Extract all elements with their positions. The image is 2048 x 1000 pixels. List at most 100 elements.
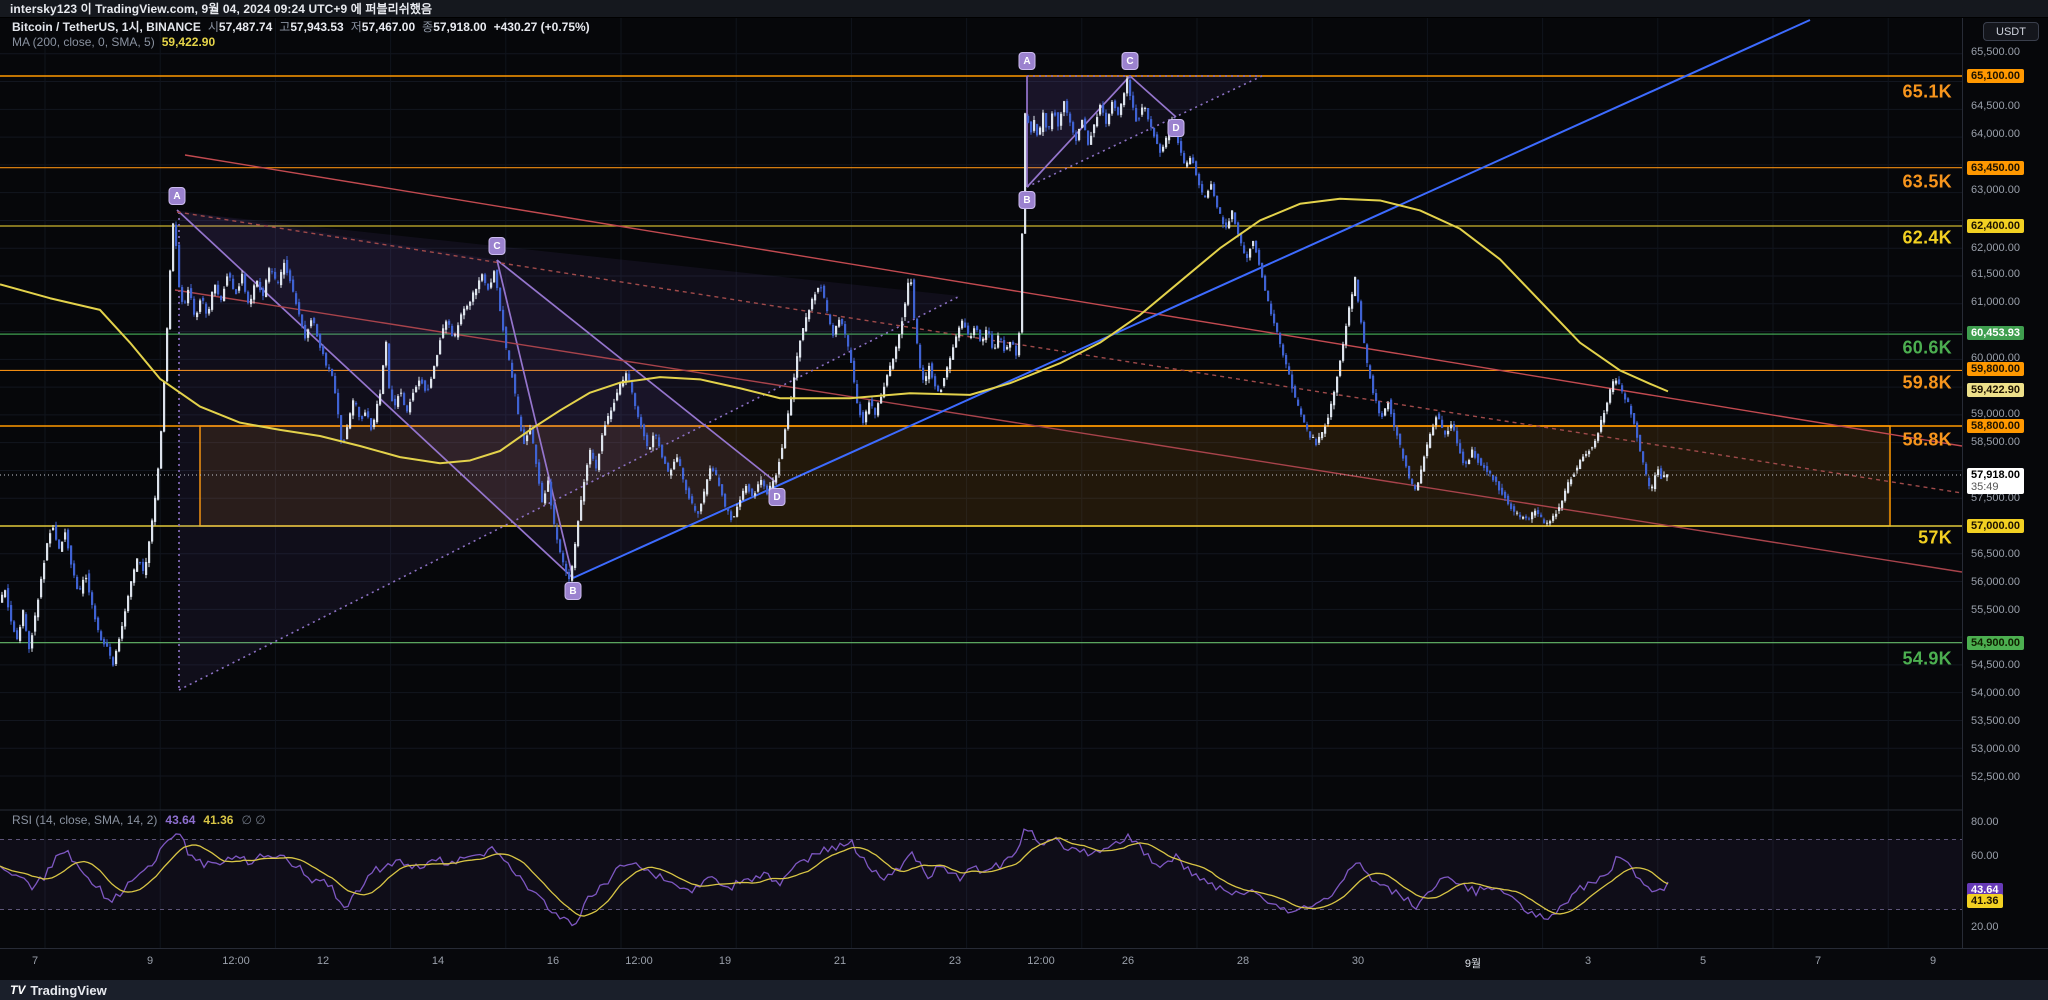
- price-tick: 64,500.00: [1971, 100, 2020, 112]
- rsi-tick: 80.00: [1971, 816, 1999, 828]
- time-label: 28: [1236, 955, 1250, 967]
- price-label-chip: 60,453.93: [1967, 326, 2024, 340]
- time-label: 12: [316, 955, 330, 967]
- ma200-line[interactable]: [0, 197, 1669, 465]
- price-level-text: 62.4K: [1902, 227, 1952, 248]
- pattern-point-badge-C[interactable]: C: [1121, 52, 1139, 70]
- price-label-chip: 62,400.00: [1967, 219, 2024, 233]
- time-label: 19: [718, 955, 732, 967]
- rsi-legend[interactable]: RSI (14, close, SMA, 14, 2) 43.64 41.36 …: [12, 813, 266, 827]
- time-label: 12:00: [1027, 955, 1055, 967]
- current-price-chip: 57,918.00 35:49: [1967, 468, 2024, 494]
- chart-canvas[interactable]: [0, 0, 2048, 948]
- price-tick: 58,500.00: [1971, 436, 2020, 448]
- time-label: 30: [1351, 955, 1365, 967]
- price-tick: 65,500.00: [1971, 46, 2020, 58]
- price-level-text: 58.8K: [1902, 429, 1952, 450]
- rsi-ma-line: [0, 837, 1669, 917]
- price-label-chip: 63,450.00: [1967, 161, 2024, 175]
- price-label-chip: 59,800.00: [1967, 362, 2024, 376]
- pattern-fill: [1027, 76, 1262, 187]
- time-axis[interactable]: 7 9 12:00 12 14 16 12:00 19 21 23 12:00 26 28 30 9월 3 5 7…: [0, 948, 2048, 981]
- price-label-chip: 59,422.90: [1967, 383, 2024, 397]
- time-label: 12:00: [625, 955, 653, 967]
- price-tick: 60,000.00: [1971, 352, 2020, 364]
- price-level-text: 65.1K: [1902, 81, 1952, 102]
- time-label: 7: [31, 955, 39, 967]
- price-tick: 56,000.00: [1971, 576, 2020, 588]
- pattern-line: [176, 209, 574, 579]
- price-label-chip: 54,900.00: [1967, 636, 2024, 650]
- time-label: 7: [1814, 955, 1822, 967]
- price-tick: 55,500.00: [1971, 604, 2020, 616]
- ma-indicator-label: MA (200, close, 0, SMA, 5): [12, 35, 155, 49]
- ascending-support[interactable]: [572, 19, 1811, 579]
- rsi-indicator-label: RSI (14, close, SMA, 14, 2): [12, 813, 158, 827]
- price-change: +430.27 (+0.75%): [493, 20, 590, 34]
- descending-channel-top[interactable]: [184, 154, 1962, 447]
- price-tick: 54,500.00: [1971, 659, 2020, 671]
- price-axis[interactable]: USDT 65,500.00 64,500.00 64,000.00 63,000.0…: [1962, 18, 2048, 948]
- ma-legend-row[interactable]: MA (200, close, 0, SMA, 5) 59,422.90: [12, 35, 590, 50]
- price-tick: 63,000.00: [1971, 184, 2020, 196]
- pattern-point-badge-D[interactable]: D: [1167, 119, 1185, 137]
- rsi-eye-icons[interactable]: ∅ ∅: [241, 813, 266, 827]
- price-level-text: 54.9K: [1902, 648, 1952, 669]
- pattern-line: [496, 259, 778, 484]
- ohlc-low: 저57,467.00: [350, 20, 416, 34]
- time-label: 26: [1121, 955, 1135, 967]
- rsi-tick: 20.00: [1971, 921, 1999, 933]
- time-label: 16: [546, 955, 560, 967]
- time-label: 9월: [1464, 958, 1482, 970]
- time-label: 21: [833, 955, 847, 967]
- price-tick: 53,000.00: [1971, 743, 2020, 755]
- pattern-point-badge-B[interactable]: B: [564, 582, 582, 600]
- pattern-point-badge-C[interactable]: C: [488, 237, 506, 255]
- pattern-a-projection[interactable]: [176, 211, 1962, 494]
- rsi-label-chip: 41.36: [1967, 894, 2003, 908]
- tradingview-logo-icon[interactable]: TV: [10, 983, 26, 997]
- rsi-value: 43.64: [165, 813, 196, 827]
- pattern-dotted-line: [178, 295, 961, 691]
- pattern-line: [1129, 75, 1177, 118]
- price-level-text: 57K: [1918, 527, 1952, 548]
- tradingview-wordmark[interactable]: TradingView: [30, 982, 107, 998]
- price-label-chip: 58,800.00: [1967, 419, 2024, 433]
- ohlc-high: 고57,943.53: [279, 20, 344, 34]
- price-tick: 61,500.00: [1971, 268, 2020, 280]
- pattern-line: [496, 259, 574, 579]
- price-tick: 59,000.00: [1971, 408, 2020, 420]
- time-label: 3: [1584, 955, 1592, 967]
- pattern-point-badge-B[interactable]: B: [1018, 191, 1036, 209]
- currency-toggle-button[interactable]: USDT: [1983, 22, 2039, 41]
- pattern-fill: [179, 212, 960, 690]
- support-zone-box: [199, 425, 1891, 527]
- pattern-point-badge-A[interactable]: A: [168, 187, 186, 205]
- ma-indicator-value: 59,422.90: [161, 35, 216, 49]
- footer-bar: TV TradingView: [0, 980, 2048, 1000]
- price-level-text: 63.5K: [1902, 171, 1952, 192]
- rsi-label-chip: 43.64: [1967, 883, 2003, 897]
- pattern-point-badge-D[interactable]: D: [768, 488, 786, 506]
- symbol-legend[interactable]: Bitcoin / TetherUS, 1시, BINANCE 시57,487.…: [12, 20, 590, 50]
- time-label: 9: [146, 955, 154, 967]
- descending-channel-bottom[interactable]: [174, 289, 1962, 573]
- price-tick: 57,500.00: [1971, 492, 2020, 504]
- rsi-pane[interactable]: [0, 810, 1962, 948]
- price-label-chip: 65,100.00: [1967, 69, 2024, 83]
- price-tick: 54,000.00: [1971, 687, 2020, 699]
- time-label: 23: [948, 955, 962, 967]
- price-tick: 52,500.00: [1971, 771, 2020, 783]
- time-label: 5: [1699, 955, 1707, 967]
- pattern-point-badge-A[interactable]: A: [1018, 52, 1036, 70]
- main-pane[interactable]: [0, 18, 1962, 810]
- publish-info-text: intersky123 이 TradingView.com, 9월 04, 20…: [10, 2, 433, 16]
- rsi-tick: 60.00: [1971, 850, 1999, 862]
- price-tick: 61,000.00: [1971, 296, 2020, 308]
- price-tick: 62,000.00: [1971, 242, 2020, 254]
- pattern-dotted-line: [1026, 75, 1263, 188]
- symbol-title[interactable]: Bitcoin / TetherUS, 1시, BINANCE: [12, 20, 201, 34]
- price-level-text: 59.8K: [1902, 372, 1952, 393]
- time-label: 14: [431, 955, 445, 967]
